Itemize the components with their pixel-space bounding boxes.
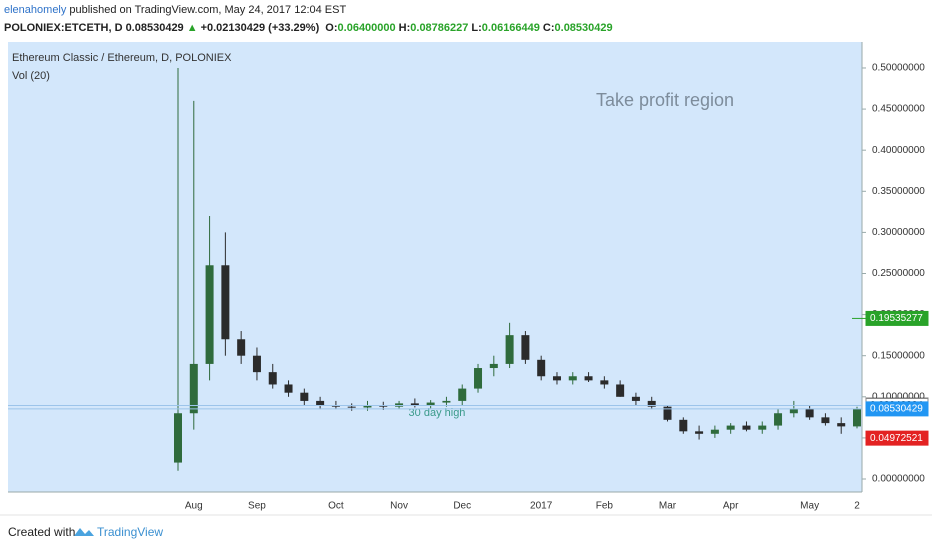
annotation: 30 day high — [409, 407, 466, 419]
candle-body — [474, 368, 483, 389]
candle-body — [268, 372, 277, 385]
last: 0.08530429 — [125, 22, 184, 34]
footer-created: Created with — [8, 525, 75, 539]
candle-body — [300, 392, 309, 401]
y-tick-label: 0.15000000 — [872, 350, 925, 361]
candle-body — [695, 431, 704, 434]
ohlc-value: 0.06400000 — [337, 22, 396, 34]
y-tick-label: 0.30000000 — [872, 227, 925, 238]
candle-body — [663, 406, 672, 420]
y-tick-label: 0.10000000 — [872, 391, 925, 402]
candle-body — [789, 409, 798, 414]
symbol: POLONIEX:ETCETH, D — [4, 22, 123, 34]
candle-body — [616, 384, 625, 397]
candle-body — [521, 335, 530, 360]
candle-body — [363, 405, 372, 408]
candle-body — [189, 363, 198, 414]
candle-body — [774, 413, 783, 426]
arrow: ▲ — [186, 22, 198, 34]
ohlc-value: 0.08530429 — [554, 22, 613, 34]
x-tick-label: Oct — [328, 501, 344, 512]
ohlc-label: C: — [542, 22, 555, 34]
x-tick-label: Mar — [659, 501, 677, 512]
candle-body — [853, 408, 861, 427]
x-tick-label: Feb — [596, 501, 614, 512]
ohlc-label: H: — [398, 22, 411, 34]
candle-body — [647, 400, 656, 407]
candle-body — [726, 425, 735, 430]
y-tick-label: 0.35000000 — [872, 186, 925, 197]
ohlc-label: L: — [471, 22, 482, 34]
y-tick-label: 0.40000000 — [872, 145, 925, 156]
x-tick-label: May — [800, 501, 819, 512]
candle-body — [410, 403, 419, 406]
candle-body — [347, 406, 356, 408]
candle-body — [537, 359, 546, 377]
ohlc-label: O: — [325, 22, 338, 34]
candle-body — [568, 376, 577, 381]
price-label-bg — [865, 430, 929, 446]
candle-body — [442, 400, 451, 403]
candle-body — [174, 413, 182, 463]
y-tick-label: 0.45000000 — [872, 104, 925, 115]
chart-title: Ethereum Classic / Ethereum, D, POLONIEX — [12, 52, 232, 64]
x-tick-label: 2 — [854, 501, 860, 512]
candle-body — [458, 388, 467, 401]
header-quote: POLONIEX:ETCETH, D 0.08530429 ▲ +0.02130429… — [4, 22, 619, 34]
x-tick-label: Dec — [453, 501, 471, 512]
x-tick-label: Sep — [248, 501, 266, 512]
price-label: 0.04972521 — [870, 433, 923, 444]
ohlc-value: 0.06166449 — [481, 22, 540, 34]
x-tick-label: Aug — [185, 501, 203, 512]
published: published on TradingView.com, May 24, 20… — [69, 4, 347, 16]
candle-body — [316, 400, 325, 406]
candle-body — [837, 423, 846, 427]
candle-body — [284, 384, 293, 393]
candle-body — [679, 419, 688, 432]
candle-body — [584, 376, 593, 381]
candle-body — [505, 335, 514, 364]
header-line: elenahomely published on TradingView.com,… — [4, 4, 349, 16]
x-tick-label: Apr — [723, 501, 739, 512]
price-label-bg — [865, 310, 929, 326]
x-tick-label: 2017 — [530, 501, 553, 512]
candle-body — [710, 429, 719, 434]
footer-brand[interactable]: TradingView — [97, 525, 163, 539]
candle-body — [252, 355, 261, 373]
y-tick-label: 0.00000000 — [872, 474, 925, 485]
price-label-bg — [865, 401, 929, 417]
annotation: Take profit region — [596, 90, 734, 110]
candle-body — [600, 380, 609, 385]
candle-body — [742, 425, 751, 430]
candle-body — [489, 363, 498, 369]
candle-body — [805, 409, 814, 418]
candle-body — [237, 339, 246, 356]
ohlc: O:0.06400000 H:0.08786227 L:0.06166449 C:0.… — [325, 22, 615, 34]
logo — [74, 528, 94, 536]
ohlc-value: 0.08786227 — [410, 22, 469, 34]
plot-bg — [8, 42, 862, 492]
candle-body — [552, 376, 561, 381]
change: +0.02130429 (+33.29%) — [200, 22, 320, 34]
candle-body — [758, 425, 767, 430]
axis-bg — [862, 42, 932, 492]
price-label: 0.19535277 — [870, 313, 923, 324]
candle-body — [631, 396, 640, 401]
chart-subtitle: Vol (20) — [12, 70, 50, 82]
y-tick-label: 0.25000000 — [872, 268, 925, 279]
author[interactable]: elenahomely — [4, 4, 67, 16]
candle-body — [221, 265, 230, 340]
price-label: 0.08530429 — [870, 404, 923, 415]
y-tick-label: 0.50000000 — [872, 63, 925, 74]
candle-body — [426, 402, 435, 406]
candle-body — [821, 417, 830, 424]
x-tick-label: Nov — [390, 501, 408, 512]
candle-body — [205, 265, 214, 364]
